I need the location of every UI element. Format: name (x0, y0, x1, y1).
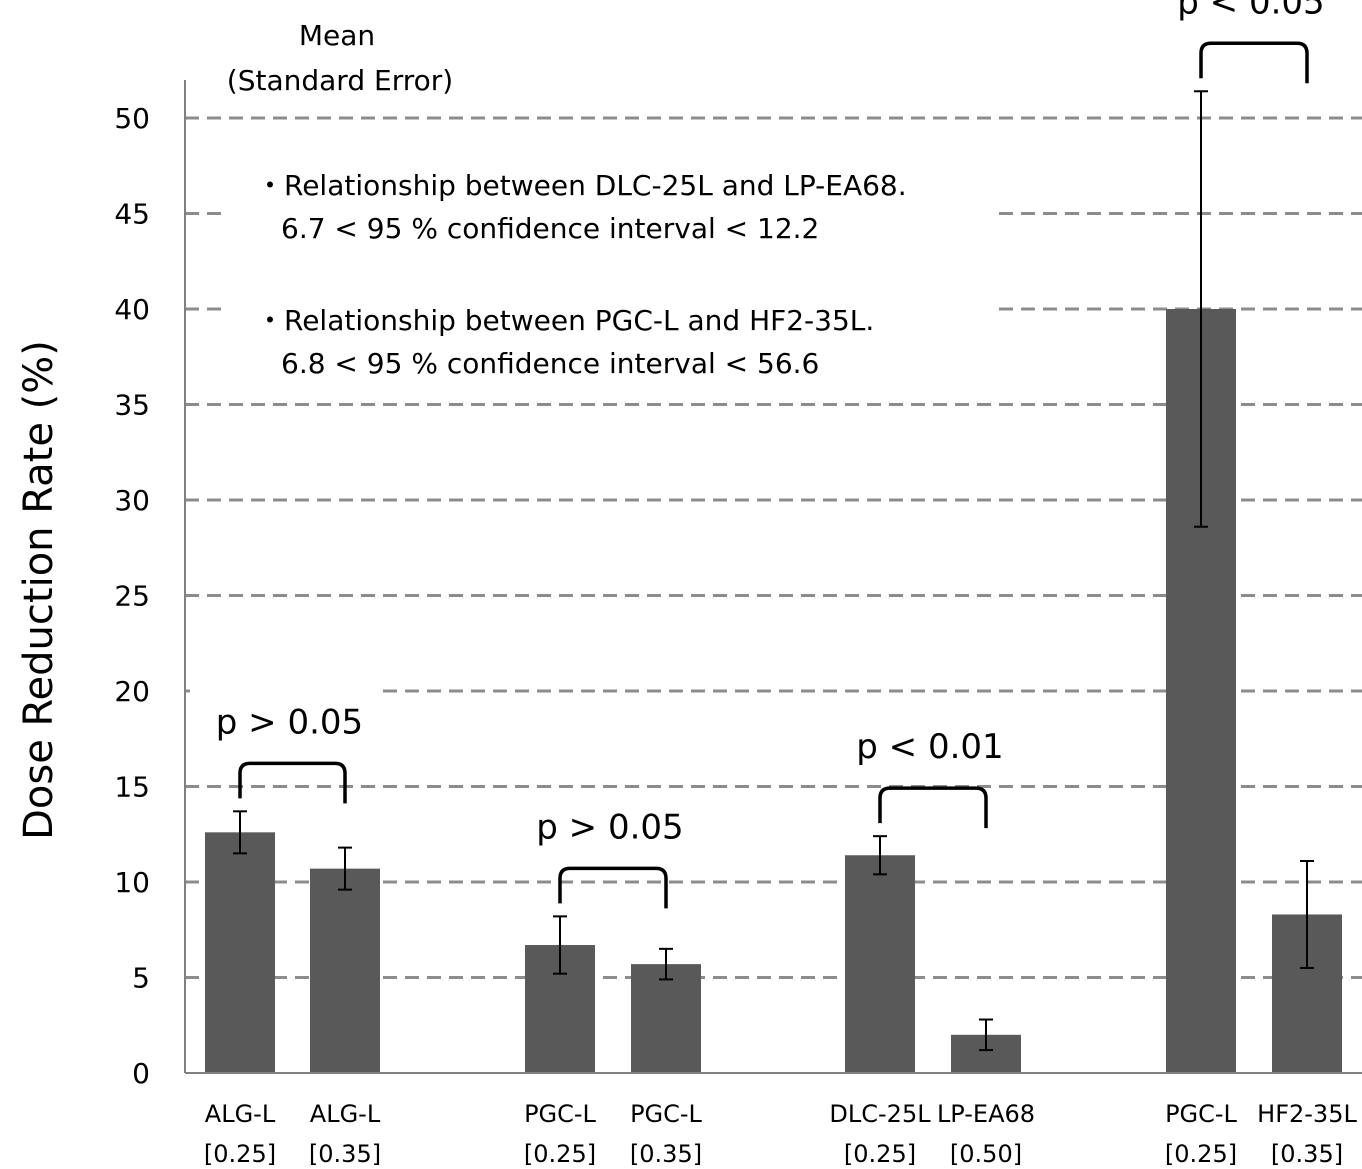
legend-title-line-1: Mean (299, 19, 375, 52)
x-category-label: ALG-L (205, 1100, 276, 1128)
x-category-label: PGC-L (524, 1100, 596, 1128)
y-tick-label: 50 (114, 102, 150, 135)
significance-bracket (878, 786, 988, 829)
significance-label: p < 0.05 (1177, 0, 1324, 22)
y-tick-label: 25 (114, 580, 150, 613)
x-category-label: HF2-35L (1257, 1100, 1357, 1128)
significance-label: p < 0.01 (856, 727, 1003, 767)
significance-label: p > 0.05 (536, 807, 683, 847)
x-category-sublabel: [0.25] (524, 1140, 596, 1168)
grid-layer (185, 116, 1362, 979)
y-tick-label: 30 (114, 484, 150, 517)
annotation-background (228, 295, 993, 385)
legend-title-line-2: (Standard Error) (227, 64, 453, 97)
bar (205, 832, 275, 1073)
annotation-1-line-1: ・Relationship between DLC-25L and LP-EA6… (256, 169, 907, 202)
x-category-label: DLC-25L (829, 1100, 931, 1128)
annotation-1-line-2: 6.7 < 95 % confidence interval < 12.2 (281, 212, 819, 245)
bar-layer (205, 41, 1342, 1073)
y-tick-label: 40 (114, 293, 150, 326)
x-category-sublabel: [0.25] (844, 1140, 916, 1168)
bar (631, 964, 701, 1073)
significance-bracket (238, 761, 347, 804)
x-category-sublabel: [0.25] (204, 1140, 276, 1168)
significance-bracket (1199, 41, 1309, 84)
y-axis-label: Dose Reduction Rate (%) (16, 340, 62, 840)
x-category-sublabel: [0.35] (630, 1140, 702, 1168)
y-tick-label: 35 (114, 389, 150, 422)
x-category-sublabel: [0.35] (1271, 1140, 1343, 1168)
significance-bracket (558, 866, 668, 909)
y-tick-label: 0 (132, 1057, 150, 1090)
x-category-label: PGC-L (1165, 1100, 1237, 1128)
comparison-label-background (190, 675, 380, 765)
x-category-sublabel: [0.35] (309, 1140, 381, 1168)
x-category-sublabel: [0.25] (1165, 1140, 1237, 1168)
x-category-label: LP-EA68 (937, 1100, 1035, 1128)
x-category-label: PGC-L (630, 1100, 702, 1128)
x-category-sublabel: [0.50] (950, 1140, 1022, 1168)
bar (310, 868, 380, 1073)
y-tick-label: 15 (114, 771, 150, 804)
x-category-label: ALG-L (310, 1100, 381, 1128)
y-tick-label: 20 (114, 675, 150, 708)
annotation-background (228, 170, 993, 250)
annotation-mask-layer (190, 170, 993, 765)
significance-label: p > 0.05 (216, 702, 363, 742)
y-tick-label: 5 (132, 962, 150, 995)
annotation-2-line-1: ・Relationship between PGC-L and HF2-35L. (256, 304, 874, 337)
bar (845, 855, 915, 1073)
y-tick-label: 10 (114, 866, 150, 899)
annotation-2-line-2: 6.8 < 95 % confidence interval < 56.6 (281, 347, 819, 380)
y-tick-label: 45 (114, 198, 150, 231)
axis-layer (184, 80, 1362, 1074)
text-layer: Dose Reduction Rate (%) Mean (Standard E… (16, 0, 1357, 1168)
